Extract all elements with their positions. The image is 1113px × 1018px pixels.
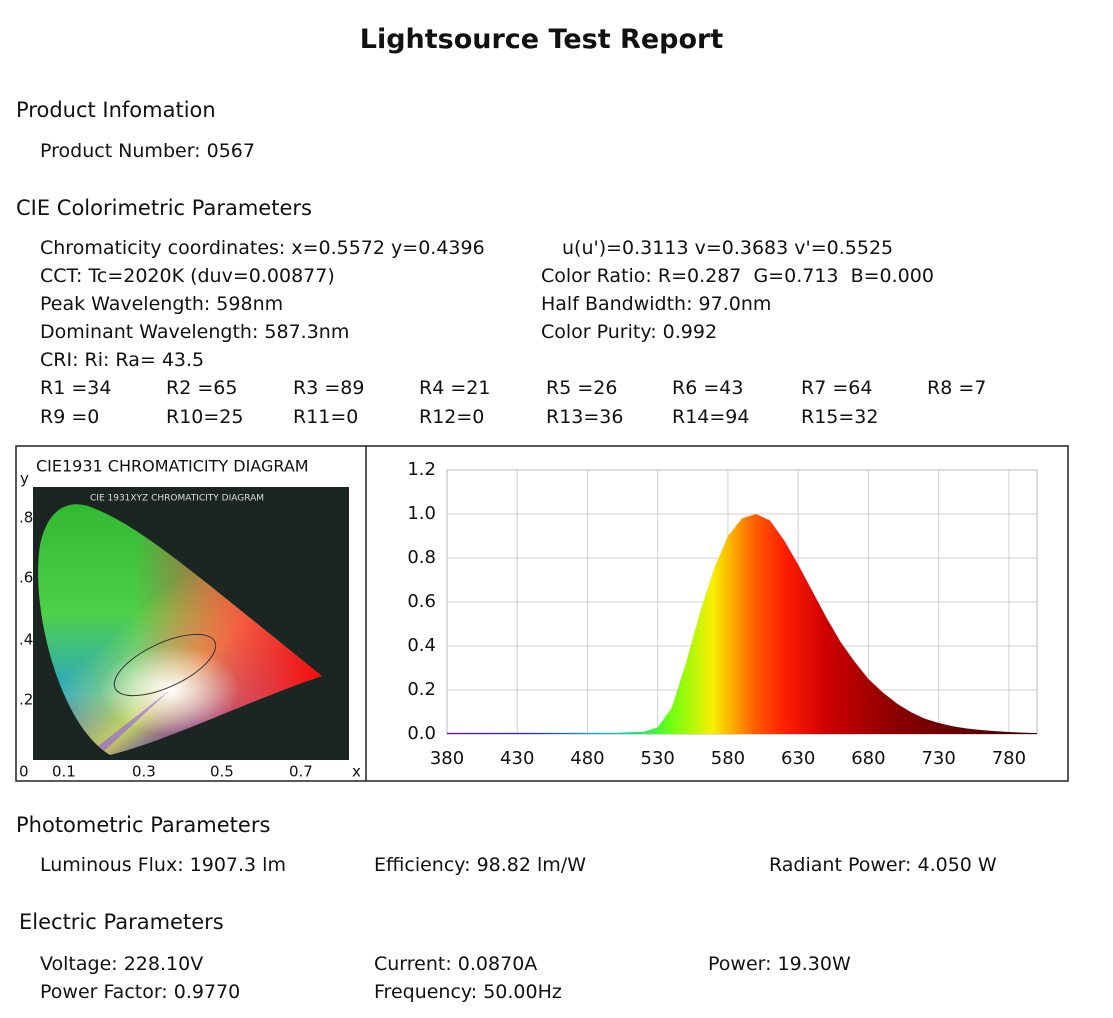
x-tick-label: 0 <box>19 763 29 781</box>
y-tick-label: .2 <box>19 691 33 709</box>
ri-value: R13=36 <box>546 406 624 428</box>
param-text: Dominant Wavelength: 587.3nm <box>40 321 350 343</box>
param-text: u(u')=0.3113 v=0.3683 v'=0.5525 <box>562 237 894 259</box>
x-tick-label: 380 <box>430 748 464 769</box>
ri-value: R14=94 <box>672 406 750 428</box>
figure-border <box>15 445 1069 782</box>
diagram-title: CIE1931 CHROMATICITY DIAGRAM <box>36 457 309 476</box>
ri-value: R5 =26 <box>546 377 618 399</box>
y-tick-label: 0.6 <box>407 591 436 612</box>
param-text: Peak Wavelength: 598nm <box>40 293 284 315</box>
x-tick-label: 0.7 <box>289 763 313 781</box>
section-heading: Product Infomation <box>16 98 216 122</box>
ri-value: R4 =21 <box>419 377 491 399</box>
param-text: Color Ratio: R=0.287 G=0.713 B=0.000 <box>541 265 934 287</box>
diagram-inner-title: CIE 1931XYZ CHROMATICITY DIAGRAM <box>90 494 264 504</box>
param-text: Power: 19.30W <box>708 953 851 975</box>
y-tick-label: .4 <box>19 631 33 649</box>
param-text: CCT: Tc=2020K (duv=0.00877) <box>40 265 335 287</box>
x-tick-label: 680 <box>851 748 885 769</box>
x-tick-label: 0.3 <box>132 763 156 781</box>
ri-value: R9 =0 <box>40 406 100 428</box>
ri-value: R6 =43 <box>672 377 744 399</box>
param-text: Chromaticity coordinates: x=0.5572 y=0.4… <box>40 237 485 259</box>
param-text: Luminous Flux: 1907.3 lm <box>40 854 286 876</box>
x-tick-label: 630 <box>781 748 815 769</box>
ri-value: R11=0 <box>293 406 359 428</box>
ri-value: R2 =65 <box>166 377 238 399</box>
ri-value: R10=25 <box>166 406 244 428</box>
x-tick-label: 0.1 <box>52 763 76 781</box>
x-tick-label: 480 <box>570 748 604 769</box>
ri-value: R3 =89 <box>293 377 365 399</box>
x-tick-label: 0.5 <box>210 763 234 781</box>
y-tick-label: 0.2 <box>407 679 436 700</box>
param-text: Power Factor: 0.9770 <box>40 981 241 1003</box>
y-tick-label: 0.8 <box>407 547 436 568</box>
x-tick-label: 730 <box>921 748 955 769</box>
param-text: Voltage: 228.10V <box>40 953 204 975</box>
y-tick-label: 0.0 <box>407 723 436 744</box>
param-text: CRI: Ri: Ra= 43.5 <box>40 349 205 371</box>
param-text: Frequency: 50.00Hz <box>374 981 562 1003</box>
info-line: Product Number: 0567 <box>40 140 255 162</box>
x-tick-label: 780 <box>992 748 1026 769</box>
ri-value: R1 =34 <box>40 377 112 399</box>
y-tick-label: .6 <box>19 569 33 587</box>
param-text: Half Bandwidth: 97.0nm <box>541 293 772 315</box>
report-title: Lightsource Test Report <box>359 24 724 55</box>
y-tick-label: 1.0 <box>407 503 436 524</box>
y-tick-label: 0.4 <box>407 635 436 656</box>
y-tick-label: 1.2 <box>407 459 436 480</box>
section-heading: Photometric Parameters <box>16 813 271 837</box>
axis-label: x <box>352 763 361 781</box>
param-text: Current: 0.0870A <box>374 953 538 975</box>
ri-value: R8 =7 <box>927 377 987 399</box>
section-heading: Electric Parameters <box>19 910 224 934</box>
ri-value: R7 =64 <box>801 377 873 399</box>
figure-panel: CIE1931 CHROMATICITY DIAGRAM CIE 1931XYZ … <box>15 445 1069 782</box>
y-tick-label: .8 <box>19 509 33 527</box>
x-tick-label: 530 <box>641 748 675 769</box>
ri-value: R15=32 <box>801 406 879 428</box>
param-text: Efficiency: 98.82 lm/W <box>374 854 586 876</box>
param-text: Color Purity: 0.992 <box>541 321 718 343</box>
axis-label: y <box>20 470 29 488</box>
spectrum-area <box>447 514 1037 734</box>
x-tick-label: 580 <box>711 748 745 769</box>
cie-planckian <box>113 633 217 697</box>
ri-value: R12=0 <box>419 406 485 428</box>
section-heading: CIE Colorimetric Parameters <box>16 196 312 220</box>
param-text: Radiant Power: 4.050 W <box>769 854 997 876</box>
x-tick-label: 430 <box>500 748 534 769</box>
